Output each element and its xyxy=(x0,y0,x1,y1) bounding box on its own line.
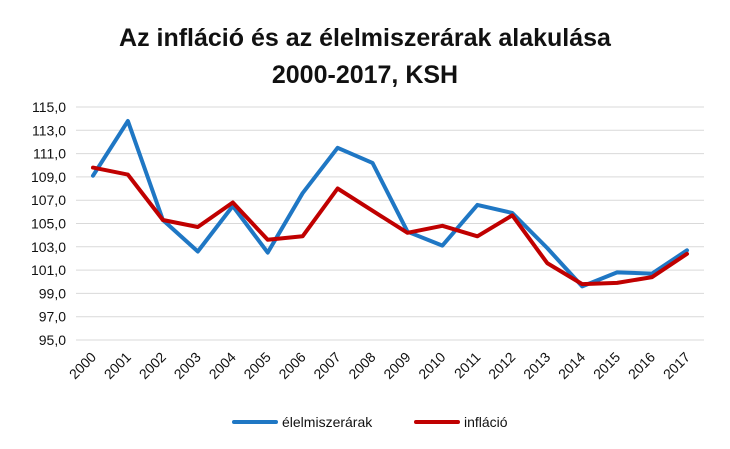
legend-label: infláció xyxy=(464,414,508,430)
x-tick-label: 2005 xyxy=(240,349,273,382)
y-tick-label: 107,0 xyxy=(31,192,66,208)
chart-subtitle: 2000-2017, KSH xyxy=(272,61,458,89)
x-tick-label: 2002 xyxy=(136,349,169,382)
x-tick-label: 2000 xyxy=(66,349,99,382)
y-tick-label: 101,0 xyxy=(31,262,66,278)
x-tick-label: 2008 xyxy=(345,349,378,382)
x-tick-label: 2007 xyxy=(310,349,343,382)
x-tick-label: 2006 xyxy=(275,349,308,382)
x-tick-label: 2015 xyxy=(590,349,623,382)
y-tick-label: 115,0 xyxy=(32,99,66,115)
series-line-inflacio xyxy=(91,165,689,287)
x-tick-label: 2017 xyxy=(660,349,693,382)
x-tick-label: 2001 xyxy=(101,349,134,382)
y-tick-label: 111,0 xyxy=(33,146,66,162)
y-tick-label: 105,0 xyxy=(31,216,66,232)
legend-label: élelmiszerárak xyxy=(282,414,373,430)
chart-title: Az infláció és az élelmiszerárak alakulá… xyxy=(119,24,612,52)
x-tick-label: 2003 xyxy=(171,349,204,382)
y-tick-label: 109,0 xyxy=(31,169,66,185)
x-tick-label: 2014 xyxy=(555,349,588,382)
x-tick-label: 2009 xyxy=(380,349,413,382)
x-tick-label: 2010 xyxy=(415,349,448,382)
x-tick-label: 2011 xyxy=(451,349,484,382)
y-tick-label: 97,0 xyxy=(39,309,66,325)
series-line-elelmiszerarak xyxy=(91,119,689,289)
x-tick-label: 2004 xyxy=(206,349,239,382)
y-tick-label: 99,0 xyxy=(39,285,66,301)
y-tick-label: 103,0 xyxy=(31,239,66,255)
x-tick-label: 2012 xyxy=(485,349,518,382)
series-lines xyxy=(91,119,689,289)
x-tick-label: 2016 xyxy=(625,349,658,382)
y-tick-label: 113,0 xyxy=(32,122,66,138)
x-tick-label: 2013 xyxy=(520,349,553,382)
y-axis-ticks: 95,0 97,0 99,0 101,0 103,0 105,0 107,0 109,0 111… xyxy=(31,99,66,348)
y-tick-label: 95,0 xyxy=(39,332,66,348)
x-axis-ticks: 2000 2001 2002 2003 2004 2005 2006 2007 2008 2009… xyxy=(66,349,693,382)
legend: élelmiszerárak infláció xyxy=(232,414,508,430)
